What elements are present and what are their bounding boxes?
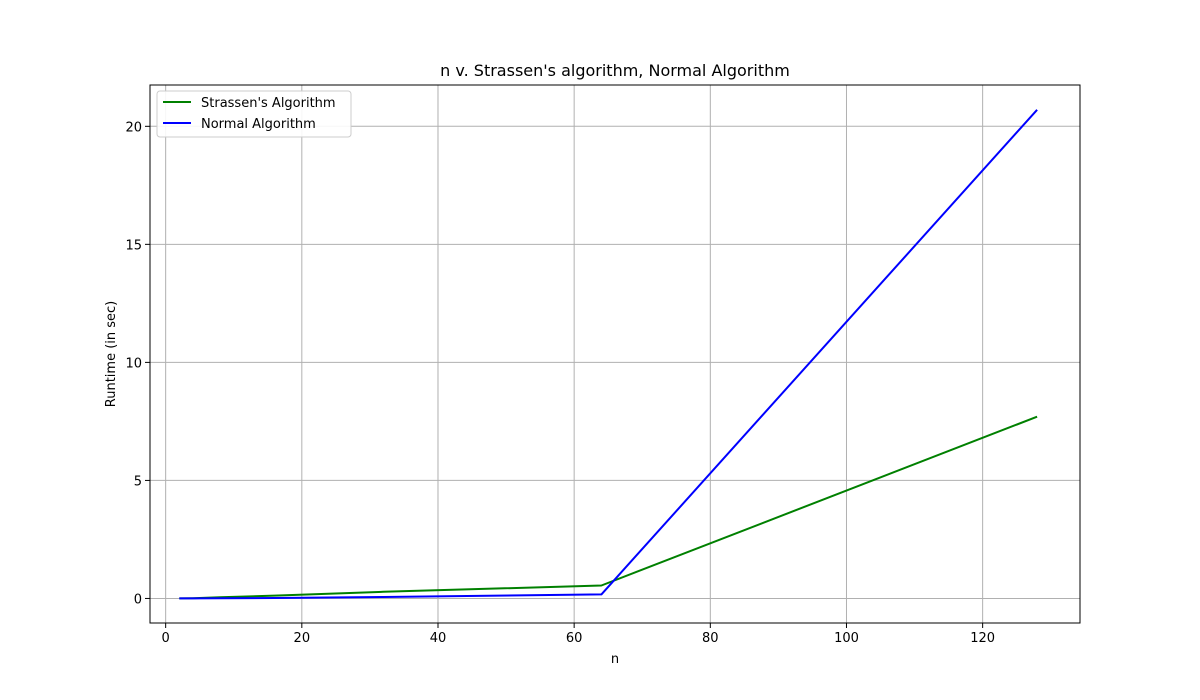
y-axis: 0 5 10 15 20 xyxy=(125,120,150,607)
y-tick-label: 5 xyxy=(134,474,142,489)
y-axis-label: Runtime (in sec) xyxy=(104,301,119,407)
y-tick-label: 10 xyxy=(125,356,142,371)
x-axis-label: n xyxy=(611,652,619,667)
x-tick-label: 0 xyxy=(162,631,170,646)
legend-label-normal: Normal Algorithm xyxy=(201,117,316,132)
legend-label-strassen: Strassen's Algorithm xyxy=(201,96,336,111)
y-tick-label: 15 xyxy=(125,238,142,253)
x-tick-label: 60 xyxy=(566,631,583,646)
y-tick-label: 20 xyxy=(125,120,142,135)
legend-box xyxy=(156,90,352,138)
x-tick-label: 80 xyxy=(702,631,719,646)
x-tick-label: 120 xyxy=(970,631,995,646)
x-tick-label: 40 xyxy=(430,631,447,646)
plot-area-frame xyxy=(149,84,1081,624)
legend: Strassen's Algorithm Normal Algorithm xyxy=(156,90,352,138)
x-axis: 0 20 40 60 80 100 120 xyxy=(162,623,995,646)
series-line-1 xyxy=(179,109,1038,600)
y-tick-label: 0 xyxy=(134,592,142,607)
chart-title: n v. Strassen's algorithm, Normal Algori… xyxy=(440,61,790,80)
series-lines xyxy=(179,109,1038,600)
x-tick-label: 100 xyxy=(834,631,859,646)
x-tick-label: 20 xyxy=(294,631,311,646)
